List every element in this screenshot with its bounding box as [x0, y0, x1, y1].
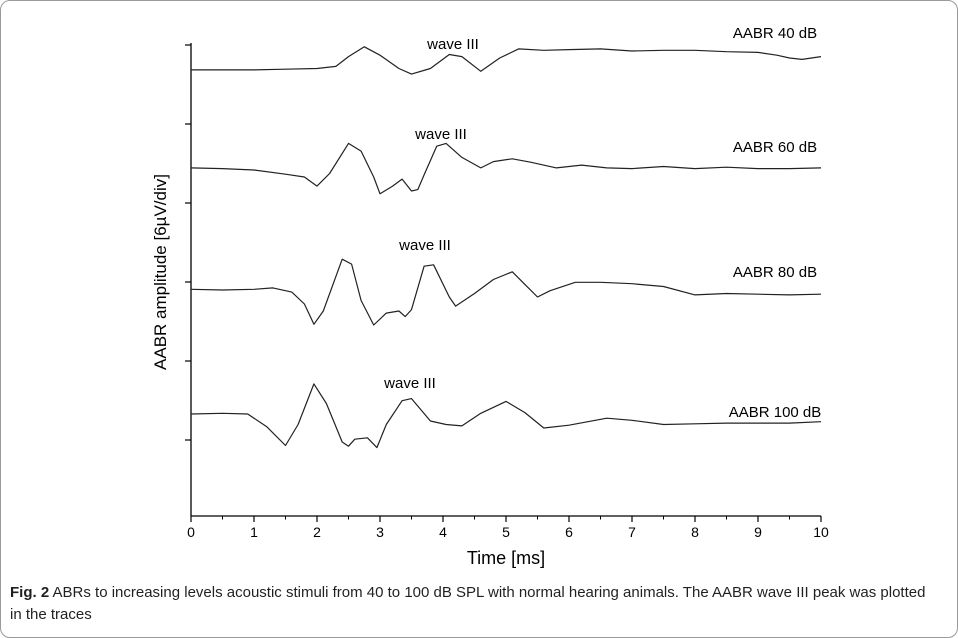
x-tick-label: 6 — [565, 524, 573, 540]
caption-text: ABRs to increasing levels acoustic stimu… — [10, 584, 926, 623]
trace-line — [190, 383, 822, 449]
x-tick-label: 4 — [439, 524, 447, 540]
figure-caption: Fig. 2 ABRs to increasing levels acousti… — [10, 582, 940, 626]
wave-iii-annotation: wave III — [383, 375, 436, 392]
x-tick-label: 8 — [691, 524, 699, 540]
y-axis-label: AABR amplitude [6µV/div] — [151, 174, 170, 370]
trace-label: AABR 40 dB — [733, 25, 817, 42]
x-tick-label: 10 — [813, 524, 829, 540]
abr-chart: 0 1 2 3 4 5 6 7 8 9 10 AABR 40 dB wave III AABR 60 d… — [151, 25, 829, 568]
wave-iii-annotation: wave III — [398, 237, 451, 254]
trace-line — [191, 46, 822, 75]
trace-label: AABR 60 dB — [733, 139, 817, 156]
wave-iii-annotation: wave III — [414, 126, 467, 143]
x-tick-label: 1 — [250, 524, 258, 540]
x-tick-label: 9 — [754, 524, 762, 540]
x-tick-label: 0 — [187, 524, 195, 540]
caption-label: Fig. 2 — [10, 584, 50, 601]
x-tick-label: 5 — [502, 524, 510, 540]
chart-axes: 0 1 2 3 4 5 6 7 8 9 10 — [185, 43, 829, 540]
chart-annotations: AABR 40 dB wave III AABR 60 dB wave III AABR… — [383, 25, 821, 421]
trace-label: AABR 100 dB — [729, 404, 822, 421]
wave-iii-annotation: wave III — [426, 36, 479, 53]
x-tick-label: 7 — [628, 524, 636, 540]
trace-label: AABR 80 dB — [733, 264, 817, 281]
x-tick-label: 3 — [376, 524, 384, 540]
x-tick-label: 2 — [313, 524, 321, 540]
x-axis-label: Time [ms] — [467, 548, 545, 568]
chart-traces — [190, 46, 822, 449]
trace-line — [190, 258, 822, 326]
trace-line — [190, 142, 822, 195]
